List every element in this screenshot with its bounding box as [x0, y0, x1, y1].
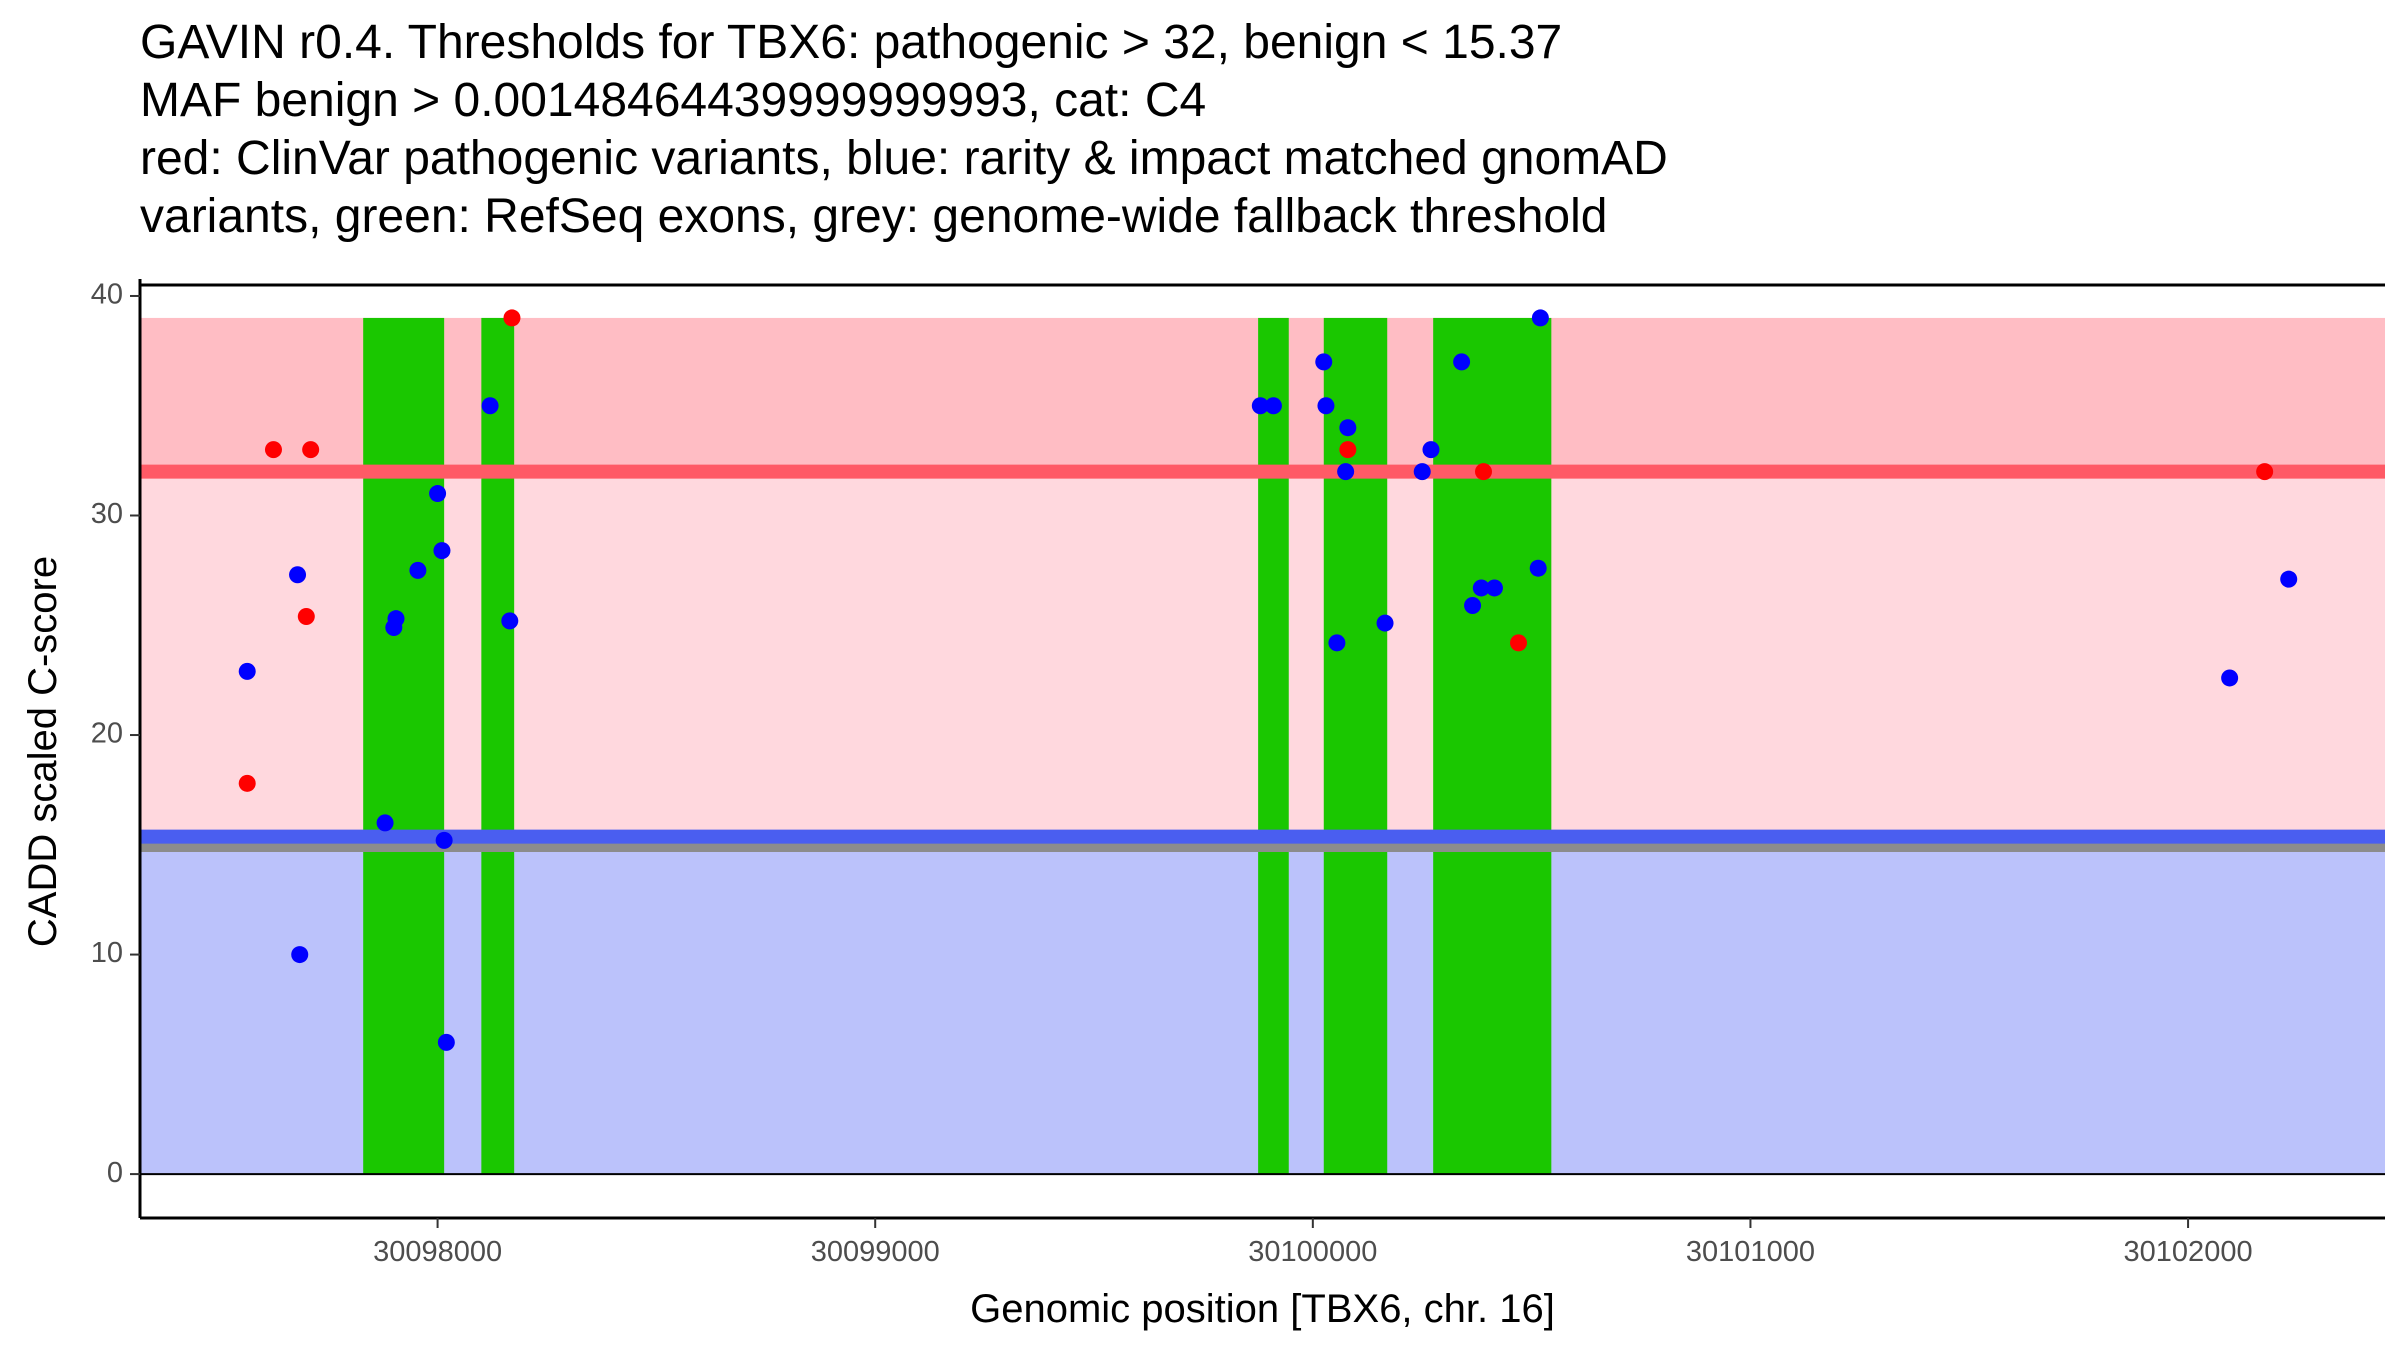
gnomad-point-10 [435, 831, 453, 849]
gnomad-point-1 [238, 662, 256, 680]
y-axis-label: CADD scaled C-score [21, 556, 65, 947]
tick-labels: 0 10 20 30 40 30098000 30099000 30100000 3010100… [91, 279, 2253, 1268]
gnomad-point-11 [437, 1033, 455, 1051]
y-tick-label-40: 40 [91, 279, 123, 311]
gnomad-point-7 [409, 561, 427, 579]
gnomad-point-18 [1328, 634, 1346, 652]
clinvar-point-8 [1510, 634, 1528, 652]
clinvar-point-6 [1339, 441, 1357, 459]
clinvar-point-7 [1474, 463, 1492, 481]
x-tick-label-30098000: 30098000 [373, 1236, 502, 1268]
gnomad-point-31 [2280, 570, 2298, 588]
gnomad-point-6 [387, 610, 405, 628]
exon-bars [363, 317, 1552, 1175]
clinvar-point-1 [264, 441, 282, 459]
x-axis-label: Genomic position [TBX6, chr. 16] [970, 1287, 1555, 1331]
gnomad-point-15 [1264, 397, 1282, 415]
gnomad-point-27 [1485, 579, 1503, 597]
clinvar-point-5 [503, 309, 521, 327]
gnomad-point-25 [1464, 597, 1482, 615]
gnomad-point-4 [376, 814, 394, 832]
gnomad-point-3 [291, 946, 309, 964]
clinvar-point-3 [297, 607, 315, 625]
gnomad-point-29 [1531, 309, 1549, 327]
exon-bar-2 [481, 317, 515, 1175]
gnomad-point-21 [1376, 614, 1394, 632]
x-tick-label-30099000: 30099000 [811, 1236, 940, 1268]
clinvar-point-4 [238, 774, 256, 792]
y-tick-label-10: 10 [91, 937, 123, 969]
y-tick-label-20: 20 [91, 718, 123, 750]
x-tick-label-30100000: 30100000 [1248, 1236, 1377, 1268]
gnomad-point-20 [1337, 463, 1355, 481]
gnomad-point-28 [1529, 559, 1547, 577]
gnomad-point-13 [501, 612, 519, 630]
exon-bar-4 [1323, 317, 1388, 1175]
title-line-4: variants, green: RefSeq exons, grey: gen… [140, 190, 1608, 243]
exon-bar-1 [363, 317, 445, 1175]
title-line-3: red: ClinVar pathogenic variants, blue: … [140, 132, 1668, 185]
gnomad-point-2 [289, 566, 307, 584]
clinvar-point-2 [302, 441, 320, 459]
x-tick-label-30101000: 30101000 [1686, 1236, 1815, 1268]
clinvar-point-9 [2256, 463, 2274, 481]
gnomad-point-16 [1315, 353, 1333, 371]
title-line-2: MAF benign > 0.00148464439999999993, cat… [140, 74, 1207, 127]
title-line-1: GAVIN r0.4. Thresholds for TBX6: pathoge… [140, 16, 1563, 69]
gnomad-point-9 [433, 542, 451, 560]
threshold-lines [140, 464, 2385, 852]
gnomad-point-24 [1453, 353, 1471, 371]
gnomad-point-23 [1422, 441, 1440, 459]
gnomad-point-22 [1413, 463, 1431, 481]
gnomad-point-8 [429, 485, 447, 503]
gnomad-point-17 [1317, 397, 1335, 415]
chart-title: GAVIN r0.4. Thresholds for TBX6: pathoge… [140, 14, 1668, 246]
y-tick-label-0: 0 [107, 1157, 123, 1189]
gnomad-point-19 [1339, 419, 1357, 437]
axes [130, 279, 2385, 1228]
x-tick-label-30102000: 30102000 [2124, 1236, 2253, 1268]
gnomad-point-12 [481, 397, 499, 415]
gnomad-point-26 [1472, 579, 1490, 597]
exon-bar-3 [1258, 317, 1289, 1175]
data-points [238, 309, 2298, 1051]
gnomad-point-14 [1251, 397, 1269, 415]
y-tick-label-30: 30 [91, 498, 123, 530]
exon-bar-5 [1433, 317, 1552, 1175]
gnomad-point-30 [2221, 669, 2239, 687]
